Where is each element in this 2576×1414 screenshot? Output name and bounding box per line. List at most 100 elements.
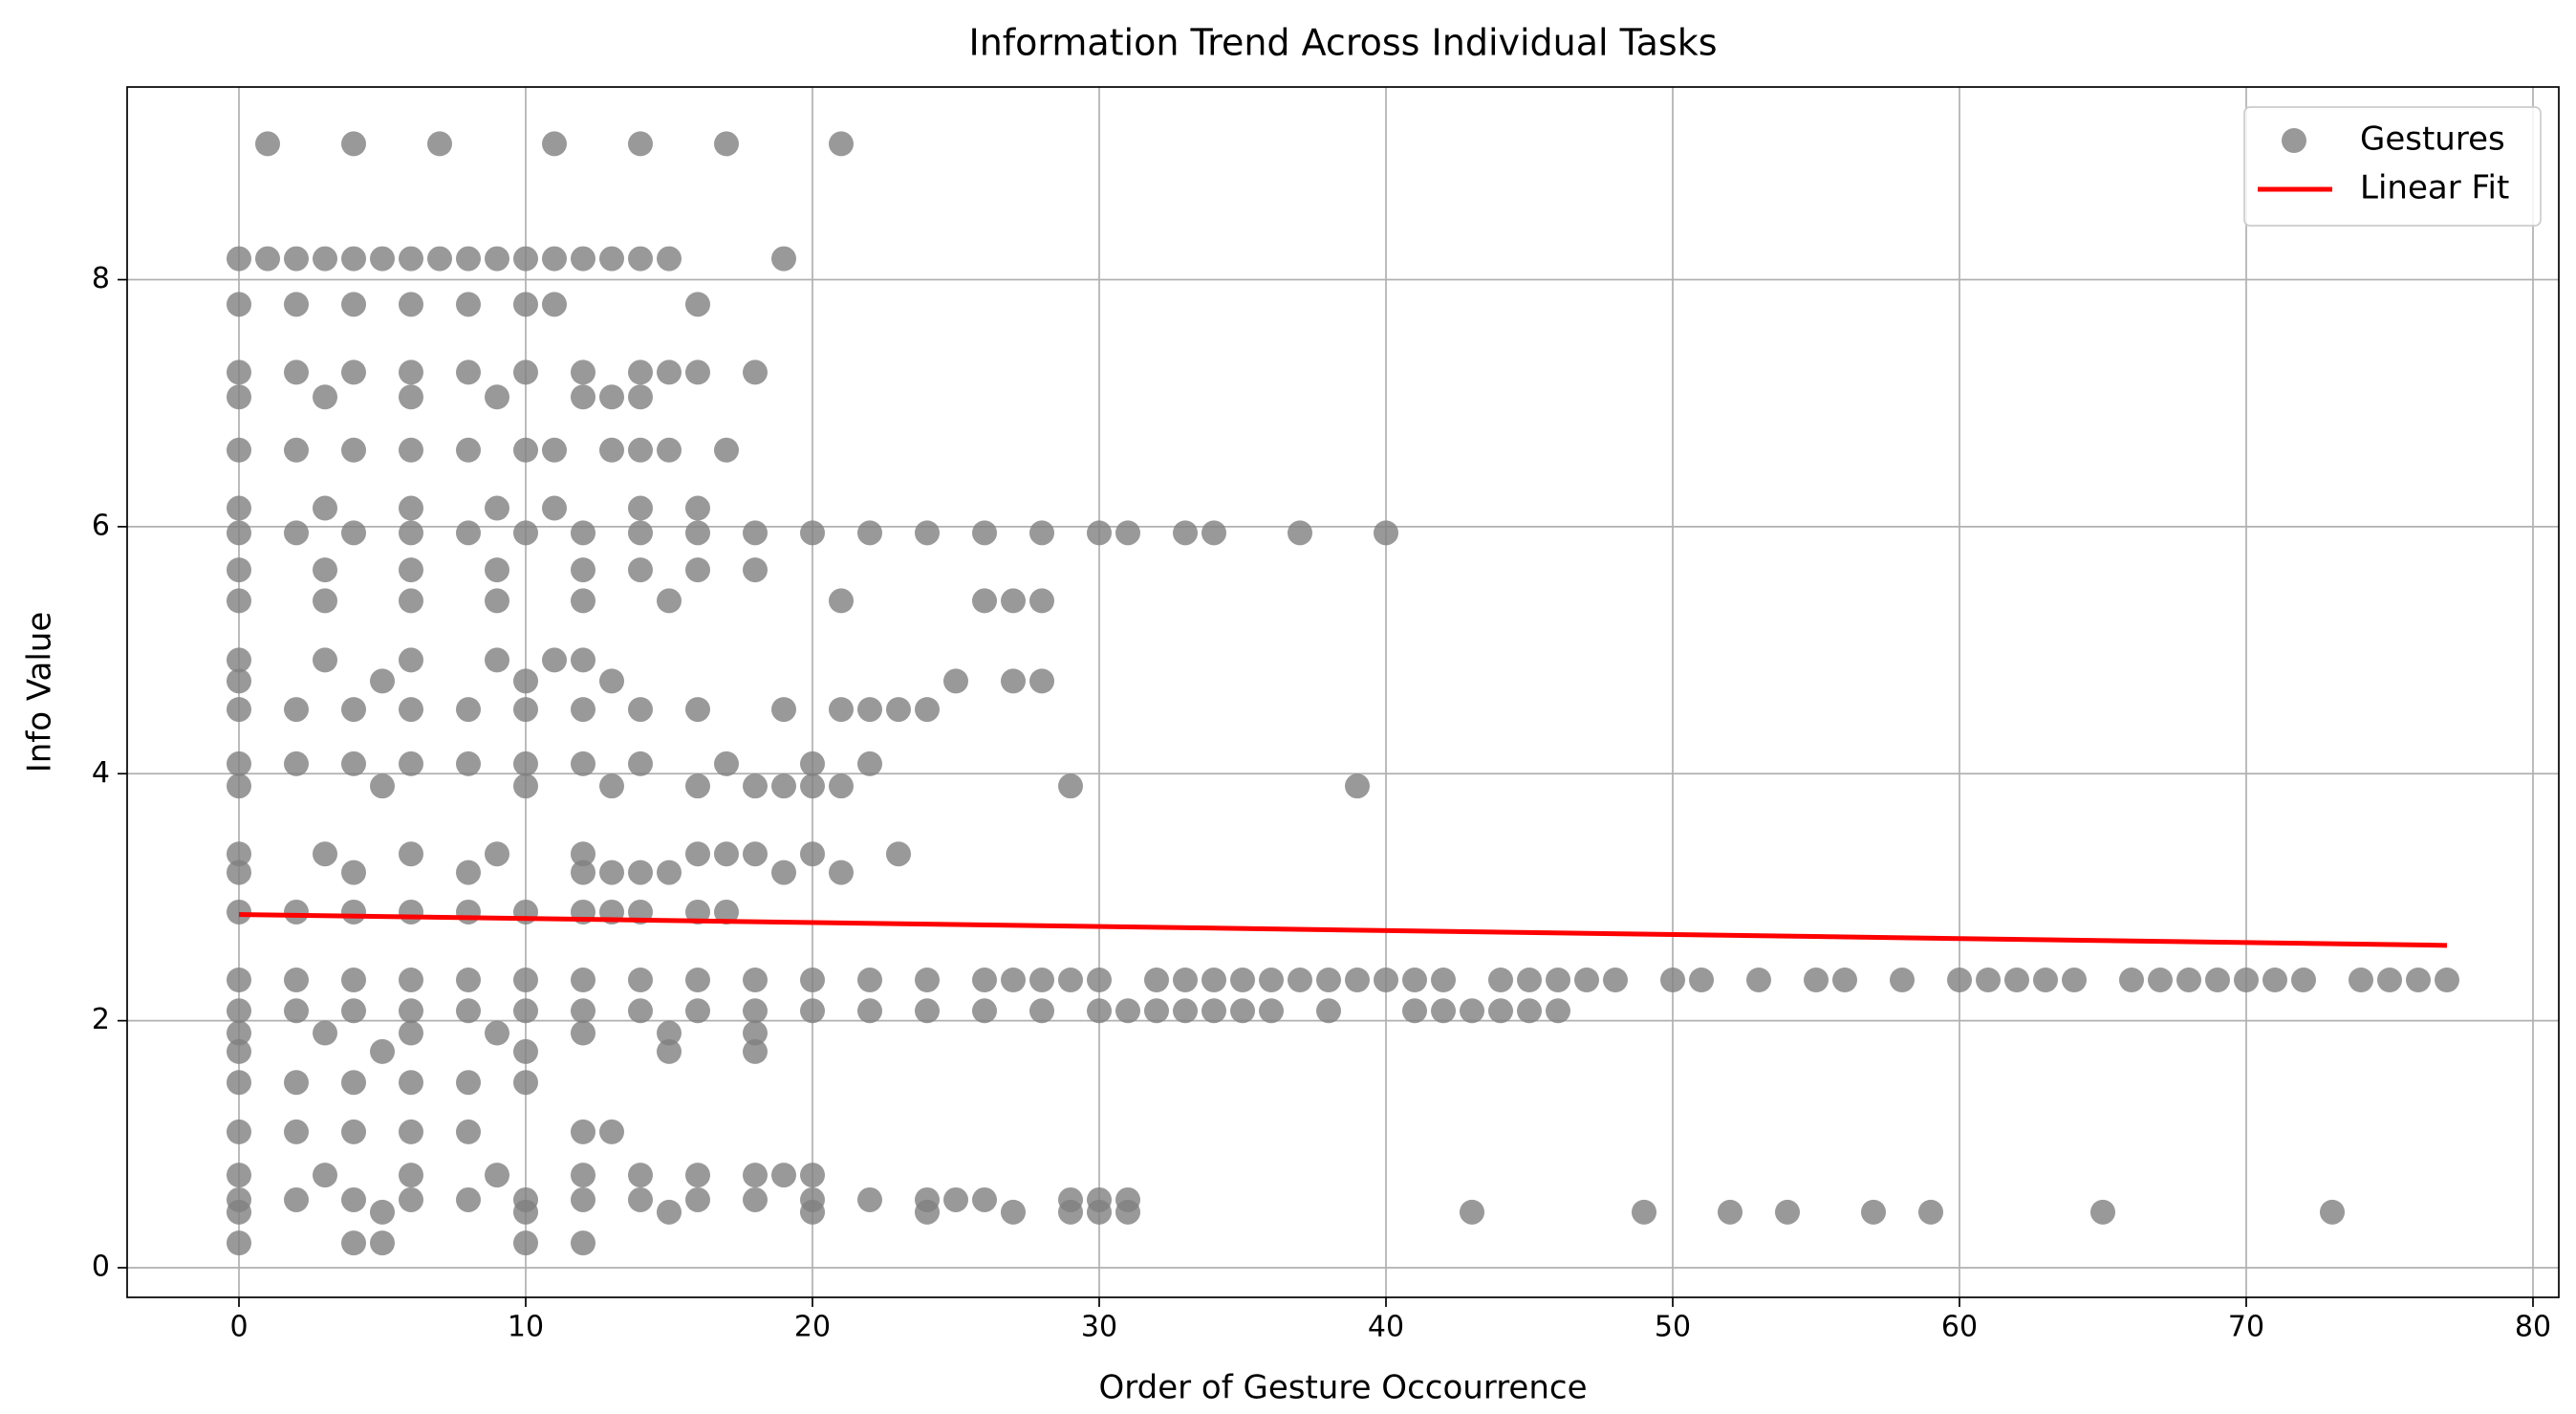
data-point bbox=[599, 859, 624, 885]
data-point bbox=[1775, 1199, 1800, 1225]
data-point bbox=[829, 697, 854, 723]
data-point bbox=[857, 751, 882, 776]
data-point bbox=[915, 520, 940, 546]
data-point bbox=[1201, 967, 1226, 992]
data-point bbox=[227, 520, 251, 546]
data-point bbox=[1173, 967, 1198, 992]
data-point bbox=[628, 557, 653, 583]
data-point bbox=[227, 557, 251, 583]
data-point bbox=[657, 859, 682, 885]
x-tick-label: 80 bbox=[2515, 1311, 2551, 1344]
data-point bbox=[1201, 998, 1226, 1024]
data-point bbox=[313, 384, 337, 410]
data-point bbox=[341, 859, 366, 885]
data-point bbox=[341, 359, 366, 385]
data-point bbox=[456, 1119, 481, 1144]
data-point bbox=[1087, 998, 1112, 1024]
data-point bbox=[370, 246, 395, 272]
data-point bbox=[1115, 520, 1140, 546]
data-point bbox=[456, 359, 481, 385]
data-point bbox=[399, 359, 423, 385]
data-point bbox=[456, 967, 481, 992]
data-point bbox=[227, 1020, 251, 1046]
data-point bbox=[800, 751, 825, 776]
data-point bbox=[227, 859, 251, 885]
data-point bbox=[599, 1119, 624, 1144]
data-point bbox=[227, 1230, 251, 1256]
data-point bbox=[2320, 1199, 2345, 1225]
data-point bbox=[571, 998, 595, 1024]
data-point bbox=[685, 292, 710, 317]
data-point bbox=[1029, 520, 1054, 546]
data-point bbox=[1288, 967, 1312, 992]
data-point bbox=[829, 131, 854, 157]
y-tick-label: 2 bbox=[92, 1003, 110, 1036]
data-point bbox=[571, 1163, 595, 1188]
data-point bbox=[399, 588, 423, 614]
data-point bbox=[2148, 967, 2173, 992]
data-point bbox=[915, 1199, 940, 1225]
data-point bbox=[1546, 967, 1570, 992]
data-point bbox=[513, 967, 538, 992]
data-point bbox=[1345, 967, 1370, 992]
legend-label: Gestures bbox=[2360, 120, 2505, 159]
data-point bbox=[571, 557, 595, 583]
data-point bbox=[685, 1186, 710, 1212]
data-point bbox=[1890, 967, 1915, 992]
data-point bbox=[513, 668, 538, 694]
data-point bbox=[628, 384, 653, 410]
data-point bbox=[284, 751, 309, 776]
data-point bbox=[1804, 967, 1829, 992]
data-point bbox=[513, 292, 538, 317]
data-point bbox=[1947, 967, 1972, 992]
data-point bbox=[628, 520, 653, 546]
legend-box bbox=[2243, 106, 2542, 227]
data-point bbox=[456, 751, 481, 776]
data-point bbox=[943, 668, 968, 694]
data-point bbox=[284, 1070, 309, 1096]
data-point bbox=[771, 773, 796, 799]
data-point bbox=[685, 967, 710, 992]
data-point bbox=[1374, 967, 1398, 992]
data-point bbox=[513, 1230, 538, 1256]
data-point bbox=[1345, 773, 1370, 799]
data-point bbox=[943, 1186, 968, 1212]
data-point bbox=[857, 697, 882, 723]
data-point bbox=[227, 1070, 251, 1096]
data-point bbox=[427, 246, 452, 272]
data-point bbox=[227, 1038, 251, 1064]
data-point bbox=[1918, 1199, 1943, 1225]
data-point bbox=[542, 647, 567, 673]
data-point bbox=[571, 967, 595, 992]
data-point bbox=[714, 899, 739, 925]
data-point bbox=[341, 899, 366, 925]
data-point bbox=[313, 841, 337, 867]
data-point bbox=[456, 1070, 481, 1096]
data-point bbox=[313, 495, 337, 521]
data-point bbox=[972, 967, 997, 992]
data-point bbox=[657, 588, 682, 614]
data-point bbox=[571, 859, 595, 885]
data-point bbox=[771, 246, 796, 272]
data-point bbox=[1029, 668, 1054, 694]
data-point bbox=[341, 437, 366, 463]
data-point bbox=[1316, 998, 1341, 1024]
data-point bbox=[1689, 967, 1714, 992]
data-point bbox=[227, 495, 251, 521]
data-point bbox=[227, 359, 251, 385]
data-point bbox=[456, 1186, 481, 1212]
data-point bbox=[1058, 773, 1083, 799]
data-point bbox=[227, 751, 251, 776]
x-tick-label: 30 bbox=[1081, 1311, 1117, 1344]
data-point bbox=[456, 697, 481, 723]
data-point bbox=[714, 131, 739, 157]
data-point bbox=[657, 1038, 682, 1064]
chart-title: Information Trend Across Individual Task… bbox=[968, 22, 1717, 64]
data-point bbox=[341, 1119, 366, 1144]
data-point bbox=[571, 1186, 595, 1212]
data-point bbox=[284, 697, 309, 723]
data-point bbox=[1488, 998, 1513, 1024]
data-point bbox=[599, 384, 624, 410]
data-point bbox=[743, 1186, 768, 1212]
